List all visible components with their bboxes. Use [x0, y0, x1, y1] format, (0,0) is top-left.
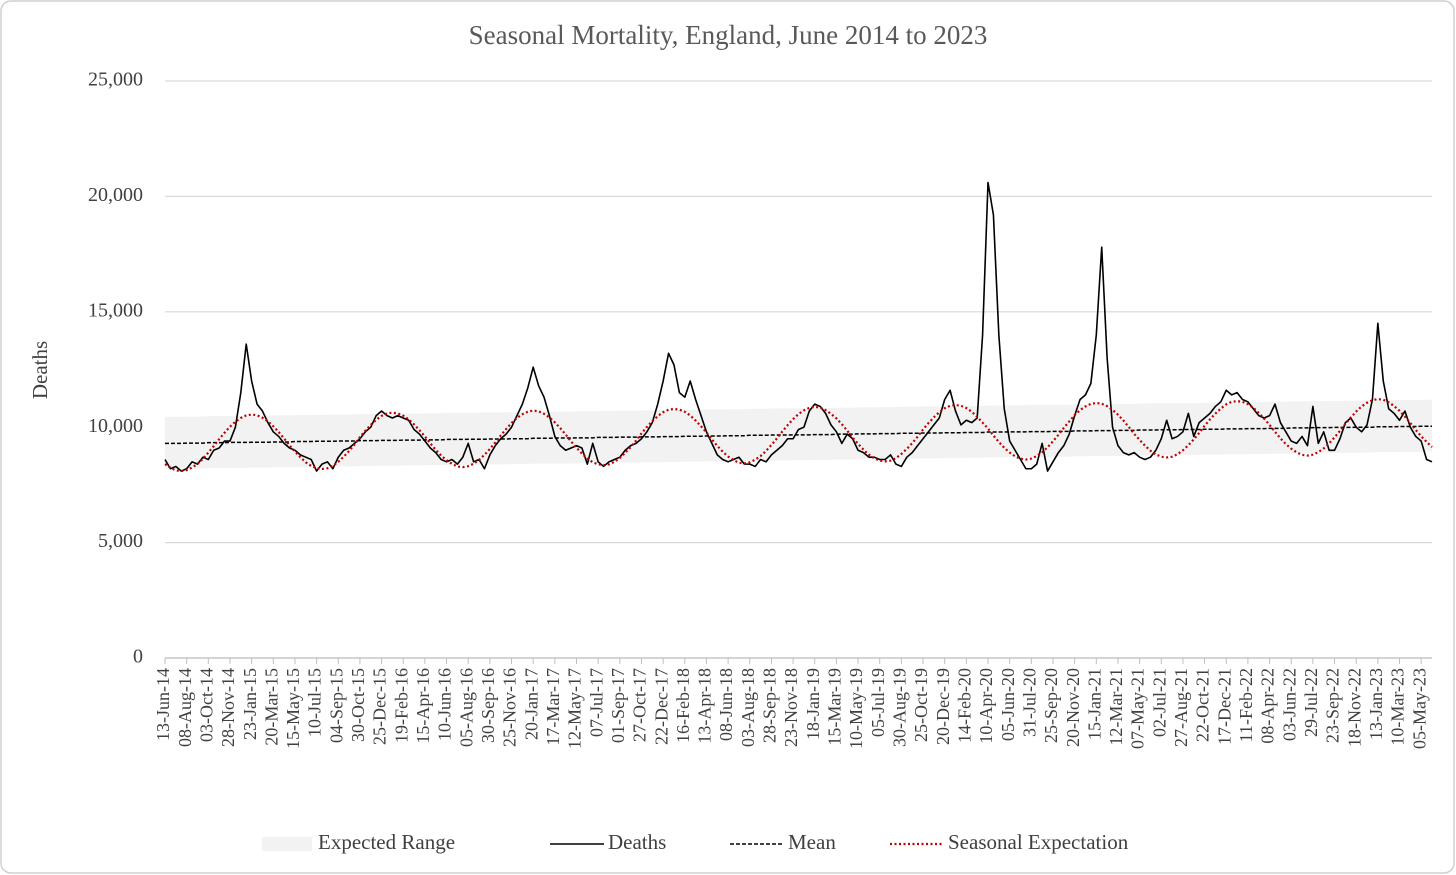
x-tick-label: 22-Dec-17	[651, 668, 671, 745]
y-tick-label: 0	[133, 646, 143, 668]
x-tick-label: 03-Jun-22	[1279, 668, 1299, 741]
x-tick-label: 05-Aug-16	[456, 668, 476, 747]
x-tick-label: 08-Aug-14	[175, 668, 195, 747]
x-tick-label: 10-Mar-23	[1388, 668, 1408, 746]
series-line	[164, 181, 1433, 472]
x-tick-label: 01-Sep-17	[608, 668, 628, 743]
x-tick-label: 04-Sep-15	[326, 668, 346, 743]
x-tick-label: 23-Jan-15	[240, 668, 260, 740]
x-tick-label: 05-Jul-19	[868, 668, 888, 737]
x-tick-label: 30-Aug-19	[890, 668, 910, 747]
y-axis-label: Deaths	[28, 341, 52, 399]
x-tick-label: 16-Feb-18	[673, 668, 693, 743]
x-tick-label: 31-Jul-20	[1019, 668, 1039, 737]
x-tick-label: 11-Feb-22	[1236, 668, 1256, 742]
x-tick-label: 22-Oct-21	[1193, 668, 1213, 742]
x-tick-label: 07-Jul-17	[586, 668, 606, 737]
x-tick-label: 18-Jan-19	[803, 668, 823, 740]
x-tick-label: 17-Dec-21	[1214, 668, 1234, 745]
x-tick-label: 15-Apr-16	[413, 668, 433, 744]
chart-title: Seasonal Mortality, England, June 2014 t…	[469, 20, 988, 50]
x-tick-label: 07-May-21	[1128, 668, 1148, 749]
x-tick-label: 05-May-23	[1409, 668, 1429, 749]
x-tick-label: 13-Jan-23	[1366, 668, 1386, 740]
x-tick-label: 03-Oct-14	[196, 668, 216, 742]
x-tick-label: 13-Apr-18	[695, 668, 715, 744]
x-tick-label: 20-Jan-17	[521, 668, 541, 740]
x-tick-label: 15-Jan-21	[1084, 668, 1104, 740]
x-tick-label: 25-Dec-15	[370, 668, 390, 745]
y-tick-label: 15,000	[88, 299, 143, 321]
x-tick-label: 10-May-19	[846, 668, 866, 749]
y-tick-label: 20,000	[88, 184, 143, 206]
x-tick-label: 10-Jun-16	[435, 668, 455, 741]
x-tick-label: 10-Jul-15	[305, 668, 325, 737]
x-tick-label: 23-Nov-18	[781, 668, 801, 747]
x-tick-label: 15-May-15	[283, 668, 303, 749]
x-tick-label: 15-Mar-19	[825, 668, 845, 746]
x-tick-label: 14-Feb-20	[954, 668, 974, 743]
plot-area	[164, 181, 1433, 473]
x-tick-label: 30-Sep-16	[478, 668, 498, 743]
x-tick-label: 20-Nov-20	[1063, 668, 1083, 747]
x-tick-label: 19-Feb-16	[391, 668, 411, 743]
x-tick-label: 10-Apr-20	[976, 668, 996, 744]
y-tick-label: 25,000	[88, 69, 143, 91]
legend-swatch	[262, 837, 312, 851]
legend-label: Seasonal Expectation	[948, 830, 1129, 854]
x-tick-label: 25-Sep-20	[1041, 668, 1061, 743]
x-tick-label: 08-Jun-18	[716, 668, 736, 741]
y-tick-label: 10,000	[88, 415, 143, 437]
x-tick-label: 12-Mar-21	[1106, 668, 1126, 746]
x-tick-label: 27-Aug-21	[1171, 668, 1191, 747]
x-tick-label: 28-Sep-18	[760, 668, 780, 743]
x-tick-label: 05-Jun-20	[998, 668, 1018, 741]
x-tick-label: 17-Mar-17	[543, 668, 563, 746]
legend-label: Mean	[788, 830, 836, 854]
x-tick-label: 23-Sep-22	[1323, 668, 1343, 743]
x-tick-label: 28-Nov-14	[218, 668, 238, 747]
x-tick-label: 12-May-17	[565, 668, 585, 749]
legend-label: Deaths	[608, 830, 666, 854]
legend: Expected Range Deaths Mean Seasonal Expecta…	[262, 830, 1129, 854]
x-tick-label: 20-Mar-15	[261, 668, 281, 746]
series-line	[165, 425, 1432, 445]
x-tick-label: 02-Jul-21	[1149, 668, 1169, 737]
x-tick-label: 08-Apr-22	[1258, 668, 1278, 744]
x-tick-label: 29-Jul-22	[1301, 668, 1321, 737]
x-tick-label: 25-Oct-19	[911, 668, 931, 742]
legend-label: Expected Range	[318, 830, 455, 854]
x-tick-label: 25-Nov-16	[500, 668, 520, 747]
x-tick-label: 13-Jun-14	[153, 668, 173, 741]
x-tick-label: 03-Aug-18	[738, 668, 758, 747]
x-tick-label: 18-Nov-22	[1344, 668, 1364, 747]
x-tick-label: 20-Dec-19	[933, 668, 953, 745]
y-tick-label: 5,000	[98, 530, 143, 552]
x-tick-label: 27-Oct-17	[630, 668, 650, 742]
x-tick-label: 30-Oct-15	[348, 668, 368, 742]
